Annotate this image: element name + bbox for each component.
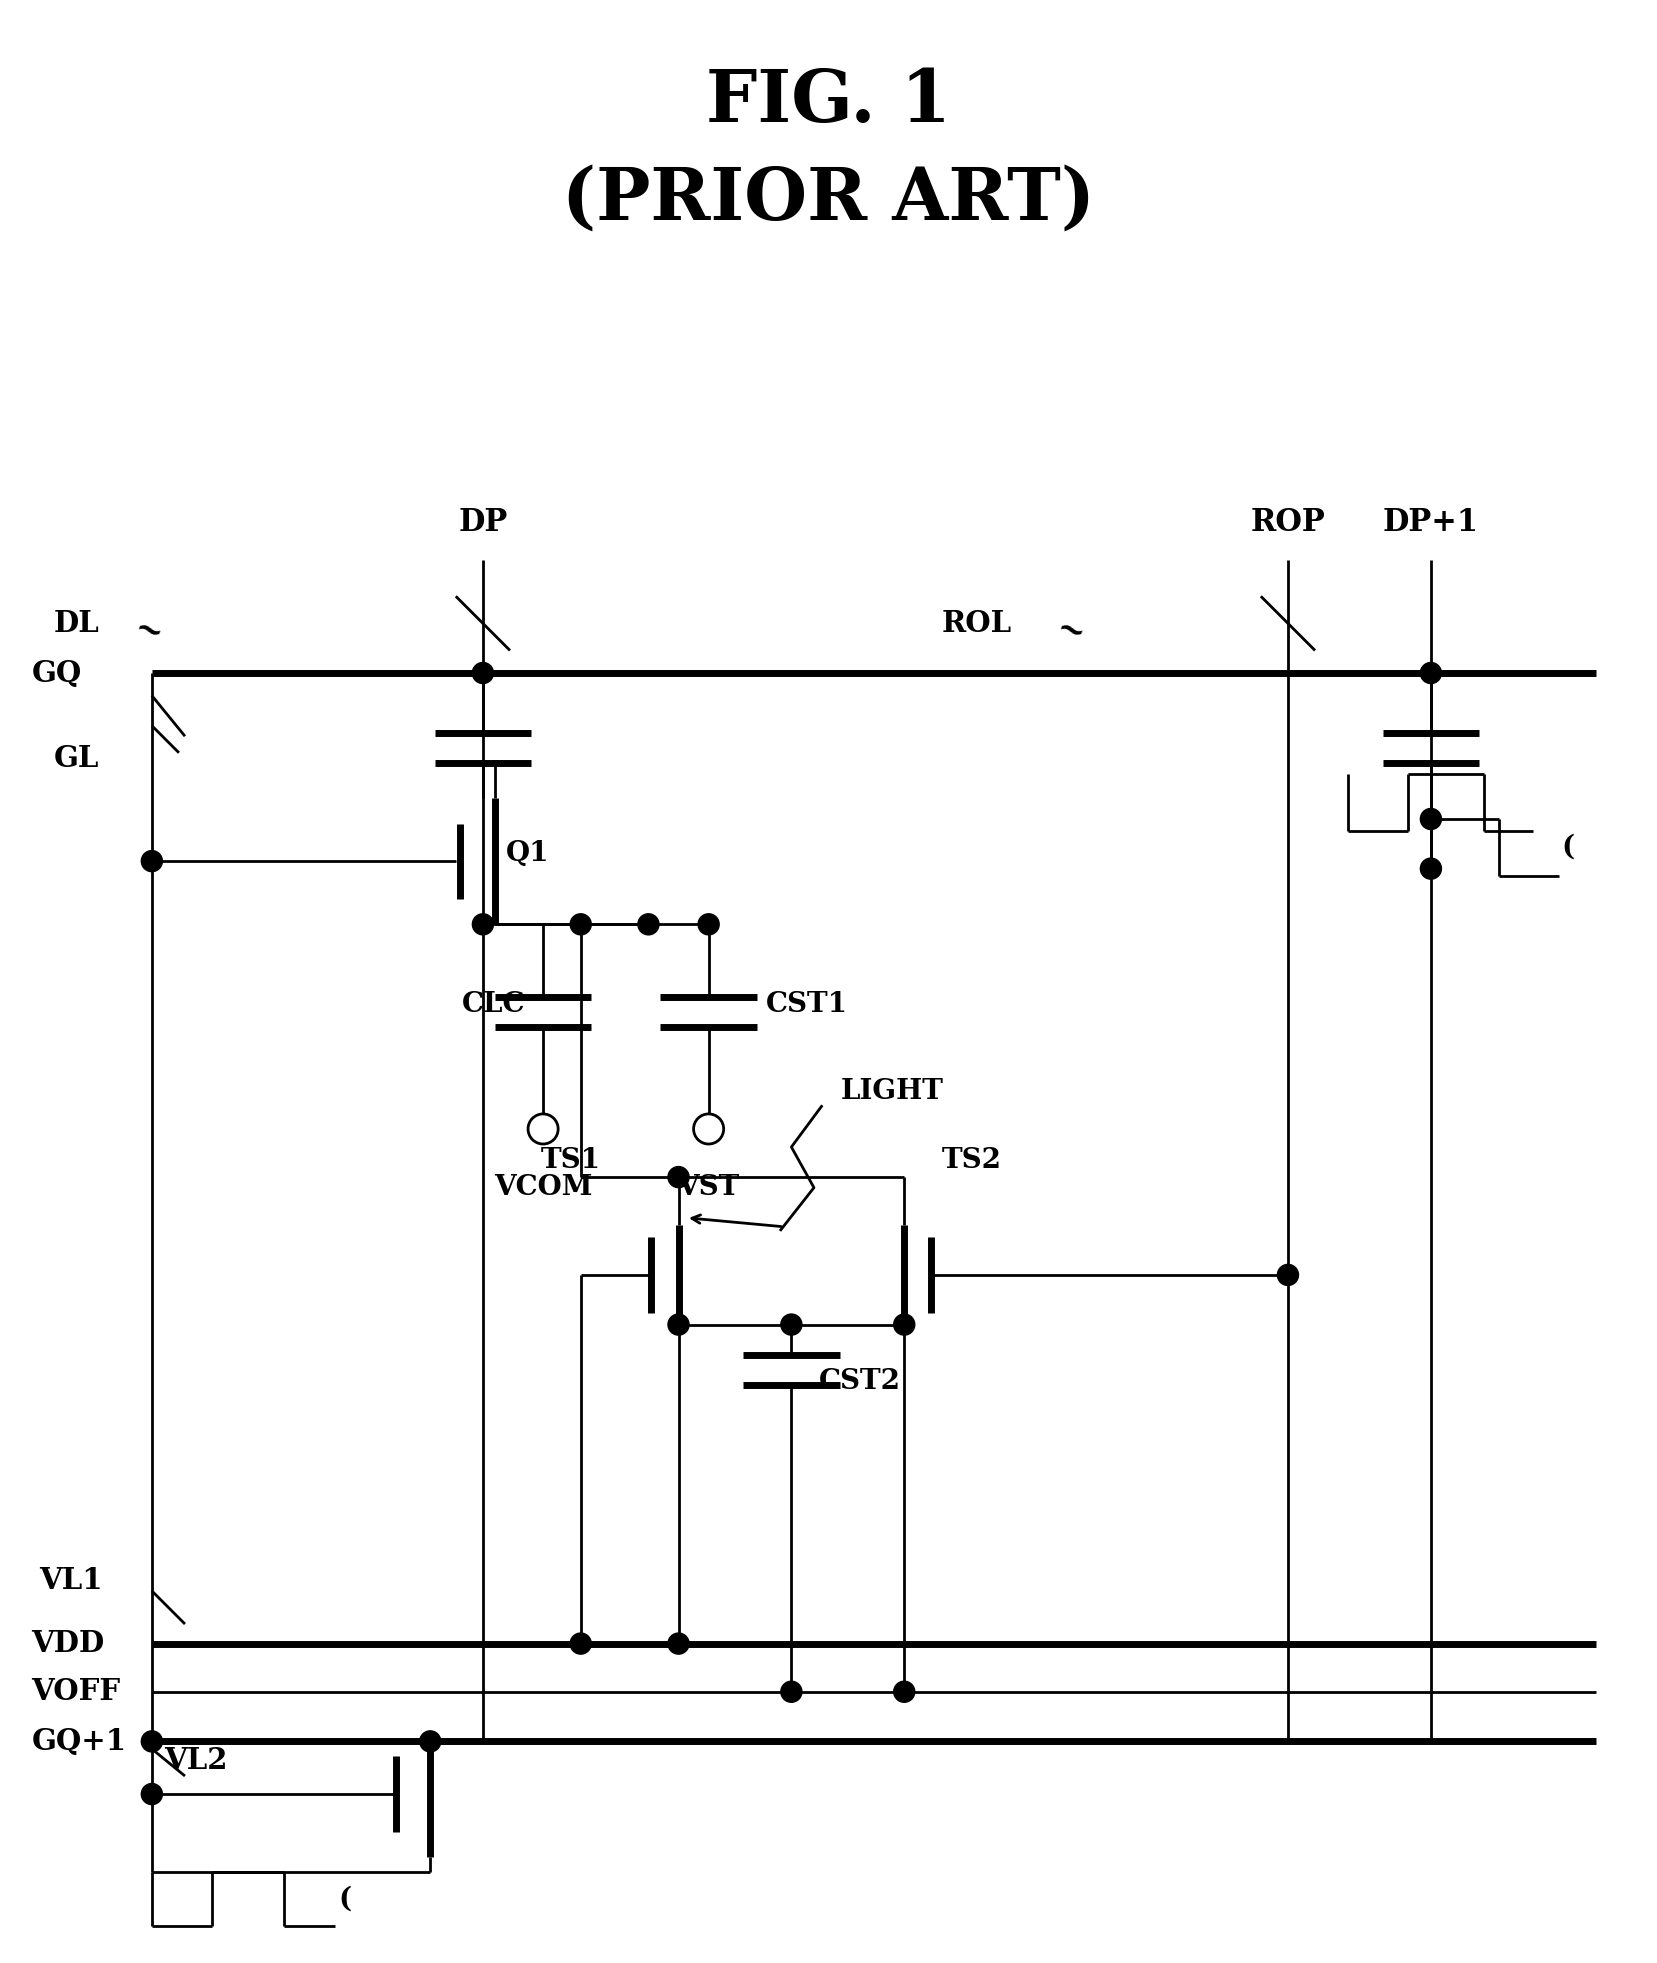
Text: CST2: CST2 [819, 1368, 900, 1396]
Circle shape [638, 915, 658, 934]
Circle shape [893, 1313, 915, 1335]
Text: DP: DP [457, 506, 507, 538]
Circle shape [527, 1113, 558, 1144]
Text: DL: DL [55, 609, 99, 638]
Circle shape [1420, 858, 1440, 879]
Text: TS2: TS2 [941, 1146, 1001, 1174]
Text: LIGHT: LIGHT [840, 1078, 943, 1105]
Circle shape [780, 1680, 802, 1702]
Circle shape [1420, 662, 1440, 683]
Text: (: ( [338, 1886, 351, 1912]
Circle shape [668, 1166, 689, 1188]
Text: VL2: VL2 [164, 1747, 227, 1775]
Text: TS1: TS1 [540, 1146, 600, 1174]
Circle shape [893, 1680, 915, 1702]
Circle shape [668, 1313, 689, 1335]
Text: DP+1: DP+1 [1382, 506, 1478, 538]
Text: GL: GL [55, 744, 99, 773]
Circle shape [570, 915, 592, 934]
Circle shape [141, 1731, 162, 1751]
Circle shape [693, 1113, 722, 1144]
Text: (PRIOR ART): (PRIOR ART) [562, 163, 1095, 234]
Circle shape [668, 1633, 689, 1655]
Circle shape [1276, 1264, 1297, 1286]
Text: VST: VST [678, 1174, 739, 1201]
Text: VDD: VDD [31, 1629, 104, 1659]
Circle shape [570, 1633, 592, 1655]
Circle shape [780, 1313, 802, 1335]
Text: ROL: ROL [941, 609, 1011, 638]
Circle shape [141, 1784, 162, 1804]
Text: FIG. 1: FIG. 1 [706, 65, 951, 137]
Circle shape [472, 662, 494, 683]
Text: ~: ~ [129, 612, 167, 652]
Text: CLC: CLC [461, 991, 525, 1017]
Text: VL1: VL1 [40, 1566, 103, 1594]
Circle shape [141, 850, 162, 872]
Text: ~: ~ [1051, 612, 1089, 652]
Circle shape [698, 915, 719, 934]
Circle shape [419, 1731, 441, 1751]
Text: GQ: GQ [31, 658, 81, 687]
Text: ROP: ROP [1249, 506, 1324, 538]
Text: CST1: CST1 [766, 991, 847, 1017]
Text: GQ+1: GQ+1 [31, 1727, 126, 1755]
Text: VCOM: VCOM [494, 1174, 592, 1201]
Text: Q1: Q1 [505, 840, 548, 868]
Circle shape [1420, 809, 1440, 830]
Text: VOFF: VOFF [31, 1676, 121, 1706]
Text: (: ( [1561, 834, 1574, 862]
Circle shape [472, 915, 494, 934]
